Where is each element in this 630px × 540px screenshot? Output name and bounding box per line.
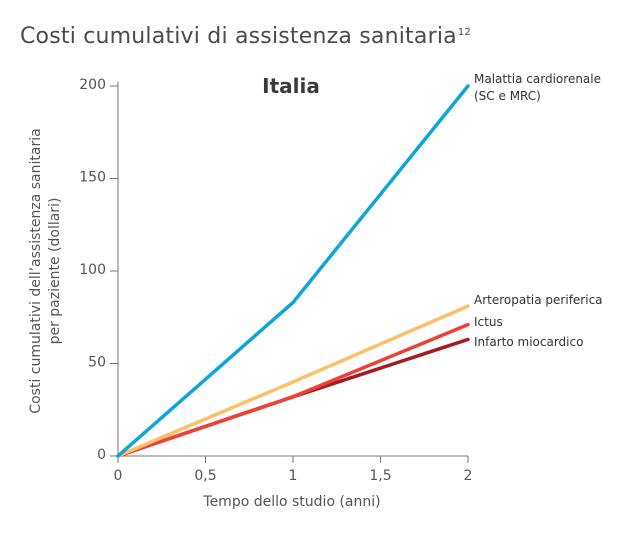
y-tick-label: 50	[88, 355, 106, 371]
series-label-line: Ictus	[474, 315, 503, 329]
page-title: Costi cumulativi di assistenza sanitaria…	[20, 24, 471, 49]
series-label: Malattia cardiorenale (SC e MRC)	[474, 72, 601, 103]
x-tick-label: 2	[464, 468, 473, 484]
series-line	[116, 322, 470, 458]
series-label: Arteropatia periferica	[474, 293, 603, 307]
x-tick-label: 1,5	[369, 468, 391, 484]
series-label-line: Malattia cardiorenale	[474, 72, 601, 86]
series-label: Ictus	[474, 315, 503, 329]
series-label-line: (SC e MRC)	[474, 89, 541, 103]
axes: 0 50 100 150 200 0 0,5 1 1,5 2 Costi cumulativi de…	[28, 77, 472, 484]
series-label-line: Arteropatia periferica	[474, 293, 603, 307]
y-tick-label: 200	[79, 77, 106, 93]
y-tick-label: 100	[79, 262, 106, 278]
y-tick-label: 150	[79, 170, 106, 186]
series-label-line: Infarto miocardico	[474, 335, 583, 349]
chart-subtitle: Italia	[262, 74, 320, 98]
x-tick-label: 0	[114, 468, 123, 484]
x-tick-label: 1	[289, 468, 298, 484]
series-lines	[116, 84, 470, 458]
title-footnote: 12	[457, 26, 471, 38]
y-axis-title-line: per paziente (dollari)	[47, 198, 63, 345]
series-line	[116, 84, 470, 458]
series-label: Infarto miocardico	[474, 335, 583, 349]
page-title-text: Costi cumulativi di assistenza sanitaria	[20, 24, 457, 49]
y-axis-title: Costi cumulativi dell’assistenza sanitar…	[28, 128, 63, 413]
series-line	[116, 304, 470, 458]
x-tick-label: 0,5	[194, 468, 216, 484]
x-axis-title: Tempo dello studio (anni)	[202, 494, 380, 510]
y-axis-title-line: Costi cumulativi dell’assistenza sanitar…	[28, 128, 44, 413]
y-tick-label: 0	[97, 447, 106, 463]
series-labels: Malattia cardiorenale (SC e MRC) Arteropat…	[474, 72, 603, 349]
